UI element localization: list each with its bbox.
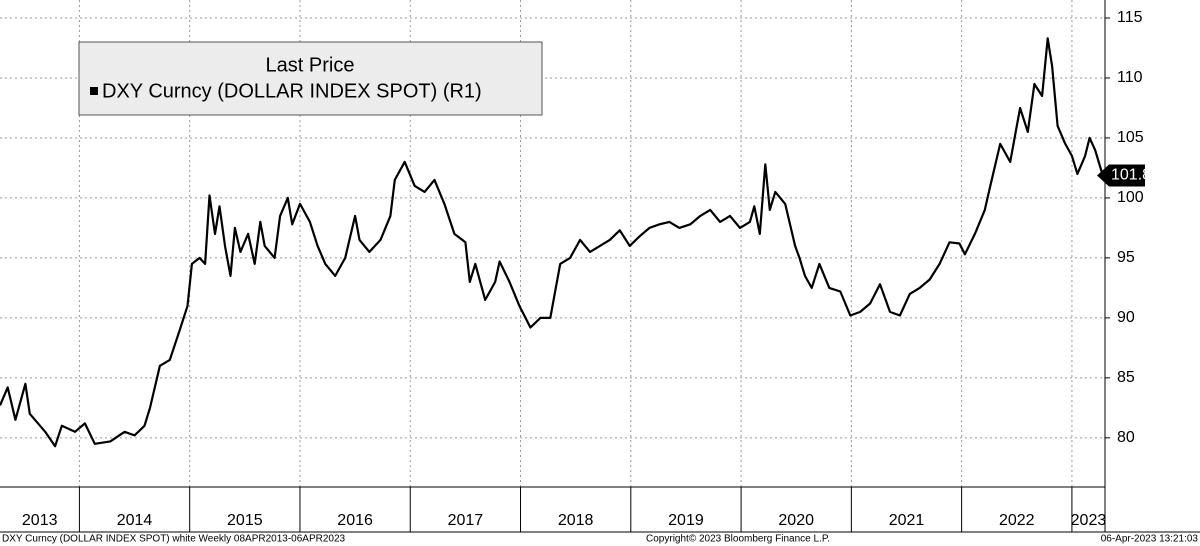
x-tick-label: 2020 bbox=[778, 512, 814, 529]
footer-left: DXY Curncy (DOLLAR INDEX SPOT) white Wee… bbox=[2, 534, 346, 545]
legend-entry: DXY Curncy (DOLLAR INDEX SPOT) (R1) bbox=[102, 80, 482, 102]
x-tick-label: 2022 bbox=[999, 512, 1035, 529]
y-tick-label: 85 bbox=[1117, 369, 1135, 386]
legend-swatch bbox=[90, 87, 98, 95]
x-tick-label: 2018 bbox=[558, 512, 594, 529]
x-tick-label: 2016 bbox=[337, 512, 373, 529]
x-tick-label: 2019 bbox=[668, 512, 704, 529]
y-tick-label: 80 bbox=[1117, 429, 1135, 446]
y-tick-label: 95 bbox=[1117, 249, 1135, 266]
y-tick-label: 115 bbox=[1117, 9, 1143, 26]
y-tick-label: 110 bbox=[1117, 69, 1143, 86]
x-tick-label: 2017 bbox=[448, 512, 484, 529]
last-value-badge bbox=[1097, 164, 1145, 187]
x-tick-label: 2015 bbox=[227, 512, 263, 529]
legend-box bbox=[78, 41, 543, 116]
last-value-label: 101.871 bbox=[1111, 167, 1169, 184]
x-tick-label: 2021 bbox=[889, 512, 925, 529]
x-tick-label: 2013 bbox=[22, 512, 58, 529]
footer-right: 06-Apr-2023 13:21:03 bbox=[1101, 534, 1199, 545]
x-tick-label: 2023 bbox=[1071, 512, 1107, 529]
price-line bbox=[0, 37, 1104, 448]
x-tick-label: 2014 bbox=[117, 512, 153, 529]
y-tick-label: 100 bbox=[1117, 189, 1144, 206]
legend-title: Last Price bbox=[266, 54, 355, 76]
y-tick-label: 105 bbox=[1117, 129, 1144, 146]
footer-center: Copyright© 2023 Bloomberg Finance L.P. bbox=[646, 534, 830, 545]
y-tick-label: 90 bbox=[1117, 309, 1135, 326]
